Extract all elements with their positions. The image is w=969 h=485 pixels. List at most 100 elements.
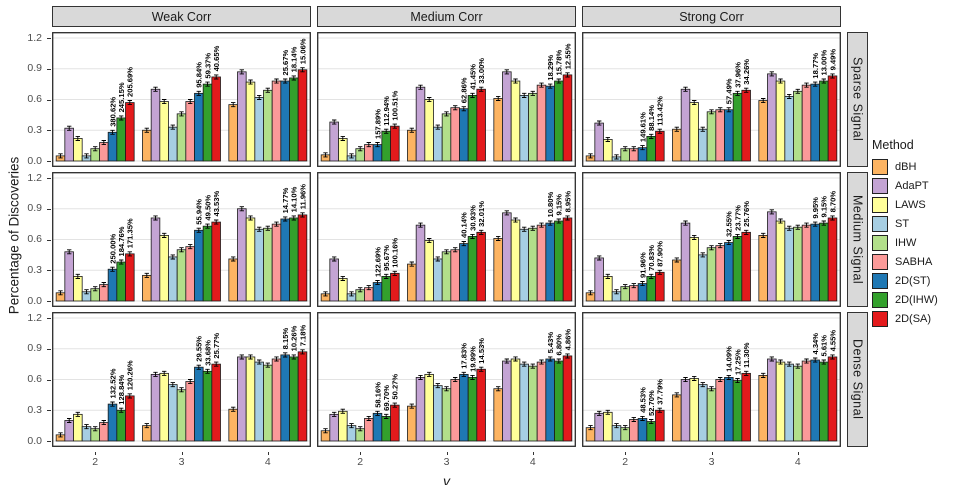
bar xyxy=(680,88,691,162)
legend-swatch xyxy=(872,253,888,270)
error-bar xyxy=(58,290,63,296)
bar xyxy=(459,243,469,302)
error-bar xyxy=(804,222,809,228)
bar xyxy=(150,373,161,442)
bar xyxy=(381,416,391,442)
bar xyxy=(646,136,656,162)
bar xyxy=(502,212,512,302)
legend-label: SABHA xyxy=(895,255,933,268)
error-bar xyxy=(539,222,544,228)
bar xyxy=(202,370,213,442)
bar xyxy=(827,217,838,302)
bar xyxy=(168,384,178,442)
error-bar xyxy=(300,67,305,73)
error-bar xyxy=(409,261,414,267)
bar xyxy=(819,222,829,302)
bar-annotation: 40.14% xyxy=(460,212,469,238)
bar xyxy=(594,257,604,302)
error-bar xyxy=(597,255,602,261)
bar-annotation: 49.50% xyxy=(203,195,212,221)
x-tick-mark xyxy=(95,452,97,455)
error-bar xyxy=(821,78,826,84)
error-bar xyxy=(640,281,645,287)
bar xyxy=(176,389,187,442)
bar xyxy=(381,130,391,162)
bar-annotation: 15.78% xyxy=(555,49,564,75)
error-bar xyxy=(821,359,826,365)
legend-label: 2D(SA) xyxy=(895,312,932,325)
error-bar xyxy=(119,407,124,413)
bar xyxy=(706,111,717,162)
error-bar xyxy=(709,245,714,251)
bar xyxy=(528,365,538,442)
bar-annotation: 69.70% xyxy=(382,385,391,411)
bar xyxy=(372,412,383,442)
y-axis-ticks: 0.0 0.3 0.6 0.9 1.2 xyxy=(16,172,51,307)
x-tick-label: 2 xyxy=(92,456,99,468)
bar xyxy=(390,272,400,302)
error-bar xyxy=(239,69,244,75)
error-bar xyxy=(683,220,688,226)
error-bar xyxy=(830,354,835,360)
bar-annotation: 13.00% xyxy=(820,49,829,75)
error-bar xyxy=(375,280,380,286)
error-bar xyxy=(700,252,705,258)
error-bar xyxy=(649,419,654,425)
bar xyxy=(741,231,751,302)
bar xyxy=(680,222,691,302)
x-tick-mark xyxy=(797,452,799,455)
error-bar xyxy=(291,354,296,360)
legend: Method dBH AdaPT LAWS ST IHW SABHA 2D(ST) 2D(IH… xyxy=(872,138,938,330)
error-bar xyxy=(709,386,714,392)
bar xyxy=(724,109,734,162)
error-bar xyxy=(170,382,175,388)
bar xyxy=(280,354,290,442)
error-bar xyxy=(366,415,371,421)
error-bar xyxy=(435,256,440,262)
bar xyxy=(194,229,204,302)
bar xyxy=(732,236,743,302)
error-bar xyxy=(744,370,749,376)
error-bar xyxy=(614,289,619,295)
error-bar xyxy=(565,72,570,78)
y-tick-label: 0.6 xyxy=(27,93,42,105)
error-bar xyxy=(418,222,423,228)
error-bar xyxy=(657,407,662,413)
bar xyxy=(784,96,794,162)
bar xyxy=(767,73,777,162)
bar-annotation: 120.26% xyxy=(126,360,135,390)
bar xyxy=(810,83,820,162)
error-bar xyxy=(614,154,619,160)
bar xyxy=(646,421,656,442)
y-tick-mark xyxy=(47,410,51,412)
error-bar xyxy=(110,401,115,407)
bar xyxy=(510,358,521,442)
bar xyxy=(672,394,682,442)
legend-label: IHW xyxy=(895,236,917,249)
bar xyxy=(476,231,486,302)
y-tick-label: 0.9 xyxy=(27,62,42,75)
error-bar xyxy=(470,374,475,380)
error-bar xyxy=(231,256,236,262)
bar-annotation: 18.29% xyxy=(546,55,555,81)
bar xyxy=(724,377,734,442)
error-bar xyxy=(761,372,766,378)
error-bar xyxy=(75,411,80,417)
panel-border xyxy=(582,32,841,167)
bar xyxy=(185,101,195,162)
error-bar xyxy=(565,353,570,359)
legend-label: LAWS xyxy=(895,198,926,211)
bar xyxy=(254,97,264,162)
error-bar xyxy=(144,272,149,278)
bar xyxy=(185,246,195,302)
bar xyxy=(407,129,417,162)
legend-label: dBH xyxy=(895,160,917,173)
bar xyxy=(672,259,682,302)
error-bar xyxy=(300,212,305,218)
error-bar xyxy=(649,133,654,139)
error-bar xyxy=(631,146,636,152)
error-bar xyxy=(830,73,835,79)
bar xyxy=(689,237,699,302)
bar-annotation: 88.14% xyxy=(647,105,656,131)
